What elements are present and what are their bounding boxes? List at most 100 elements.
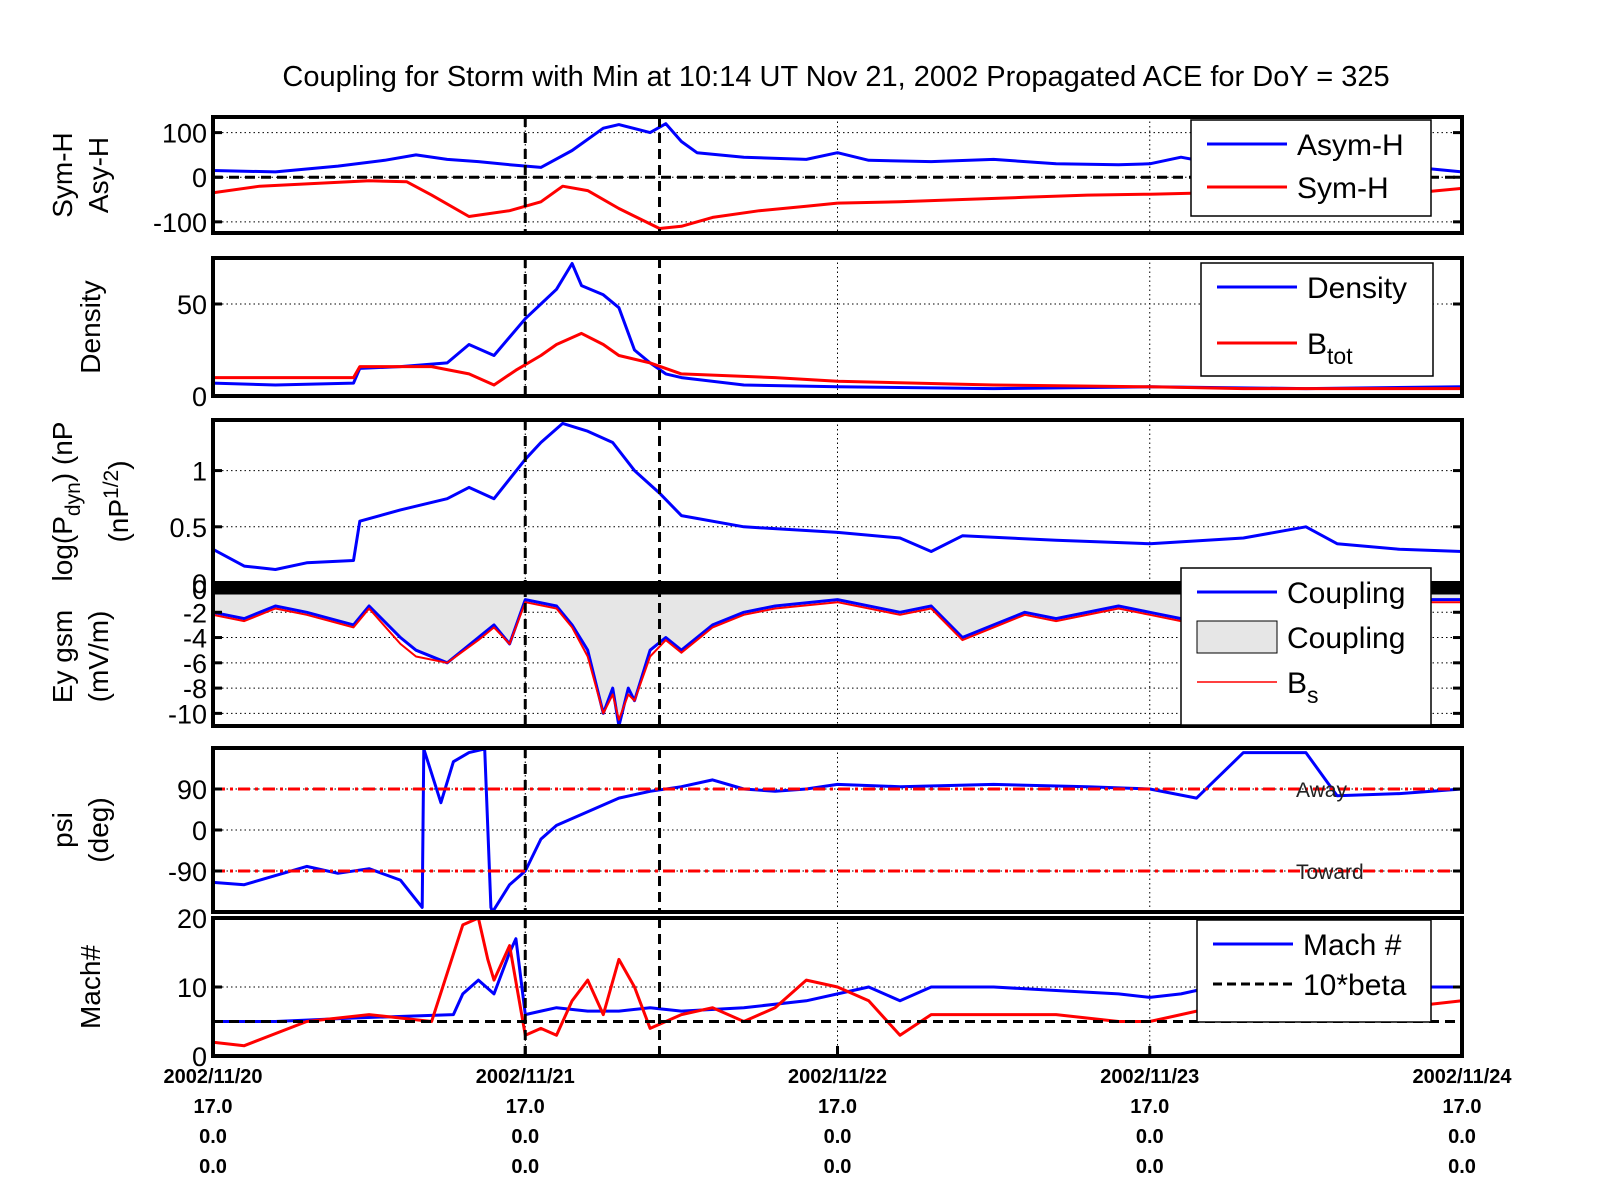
series-line-coupling: [213, 598, 1462, 726]
x-tick-label: 17.0: [1443, 1096, 1482, 1118]
legend-label: Btot: [1307, 328, 1353, 369]
legend: Mach # 10*beta: [1196, 919, 1432, 1023]
sector-label: Away: [1296, 779, 1347, 802]
x-tick-label: 0.0: [1136, 1126, 1164, 1148]
chart-title: Coupling for Storm with Min at 10:14 UT …: [282, 61, 1389, 93]
y-tick-label: 10: [177, 973, 207, 1003]
y-axis-label: (mV/m): [83, 611, 114, 703]
legend-label: Coupling: [1287, 622, 1405, 655]
panel-frame: [211, 115, 1464, 235]
x-tick-label: 0.0: [1136, 1156, 1164, 1178]
y-tick-label: 0: [192, 816, 207, 846]
x-tick-label: 0.0: [199, 1156, 227, 1178]
legend: Asym-H Sym-H: [1190, 119, 1432, 217]
panel-3: 1 0.5 0 log(Pdyn) (nP (nP1/2): [47, 418, 1464, 599]
y-tick-label: -6: [183, 649, 207, 679]
legend-label-text: Coupling: [1287, 622, 1405, 655]
y-tick-label: -100: [153, 208, 207, 238]
y-axis-label-sub: dyn: [62, 482, 85, 516]
y-tick-label: 1: [192, 457, 207, 487]
series-line-btot: [213, 331, 1462, 391]
y-axis-label: Asy-H: [83, 137, 114, 213]
series-line-mach-: [213, 937, 1462, 1023]
legend-label-text: Coupling: [1287, 577, 1405, 610]
legend-label: Bs: [1287, 667, 1319, 708]
x-tick-label: 2002/11/22: [788, 1066, 887, 1088]
y-tick-label: 0: [192, 575, 207, 605]
y-tick-label: 0: [192, 569, 207, 599]
y-axis-label: log(Pdyn) (nP: [47, 422, 85, 582]
series-line-bs: [213, 601, 1462, 721]
legend-label-text: B: [1307, 328, 1327, 361]
legend-box: [1200, 262, 1434, 377]
legend-label-text: Density: [1307, 272, 1407, 305]
y-tick-label: -4: [183, 624, 207, 654]
x-tick-label: 2002/11/20: [164, 1066, 263, 1088]
x-tick-label: 17.0: [1130, 1096, 1169, 1118]
y-axis-label-part: ): [103, 460, 134, 469]
sector-label: Toward: [1296, 861, 1364, 884]
legend-label-sub: s: [1307, 682, 1319, 708]
series-line-sym-h: [213, 179, 1462, 230]
legend-box: [1196, 919, 1432, 1023]
x-axis: 2002/11/20 17.0 0.0 0.0 2002/11/21 17.0 0.0 0.0…: [164, 1046, 1513, 1178]
legend-label-text: 10*beta: [1303, 969, 1407, 1002]
legend-label: 10*beta: [1303, 969, 1407, 1002]
y-tick-label: -90: [168, 857, 207, 887]
y-axis-label: (deg): [83, 797, 114, 862]
x-tick-label: 17.0: [506, 1096, 545, 1118]
y-tick-label: 0: [192, 1042, 207, 1072]
x-tick-label: 2002/11/21: [476, 1066, 575, 1088]
y-tick-label: 50: [177, 290, 207, 320]
legend-label-text: Mach #: [1303, 929, 1402, 962]
legend-label-text: Sym-H: [1297, 172, 1389, 205]
y-axis-label: (nP1/2): [100, 460, 134, 542]
panel-2: 50 0 Density Density Btot: [75, 256, 1464, 412]
x-tick-label: 0.0: [824, 1156, 852, 1178]
x-tick-label: 0.0: [511, 1126, 539, 1148]
y-axis-label: Sym-H: [47, 132, 78, 218]
x-tick-label: 17.0: [194, 1096, 233, 1118]
y-axis-label: psi: [47, 812, 78, 848]
series-line-pdyn: [213, 421, 1462, 571]
panel-frame: [211, 418, 1464, 585]
x-tick-label: 0.0: [1448, 1126, 1476, 1148]
y-tick-label: -2: [183, 598, 207, 628]
legend-label-text: Asym-H: [1297, 129, 1404, 162]
legend-label: Sym-H: [1297, 172, 1389, 205]
y-axis-label-part: log(P: [47, 516, 78, 581]
x-tick-label: 0.0: [199, 1126, 227, 1148]
y-tick-label: -10: [168, 699, 207, 729]
x-tick-label: 0.0: [1448, 1156, 1476, 1178]
y-tick-label: 0: [192, 382, 207, 412]
legend-label: Asym-H: [1297, 129, 1404, 162]
y-axis-label: Ey gsm: [47, 610, 78, 703]
y-tick-label: 20: [177, 904, 207, 934]
x-tick-label: 2002/11/23: [1100, 1066, 1199, 1088]
y-axis-label-sup: 1/2: [100, 470, 123, 499]
x-tick-label: 0.0: [824, 1126, 852, 1148]
legend-label: Mach #: [1303, 929, 1402, 962]
legend-label: Density: [1307, 272, 1407, 305]
y-axis-label: Mach#: [75, 945, 106, 1029]
legend: Coupling Coupling Bs: [1180, 567, 1432, 726]
legend: Density Btot: [1200, 262, 1434, 377]
legend-swatch: [1196, 620, 1278, 654]
legend-label-text: B: [1287, 667, 1307, 700]
x-tick-label: 17.0: [818, 1096, 857, 1118]
legend-label: Coupling: [1287, 577, 1405, 610]
x-tick-label: 2002/11/24: [1413, 1066, 1513, 1088]
y-tick-label: -8: [183, 674, 207, 704]
x-tick-label: 0.0: [511, 1156, 539, 1178]
y-axis-label-part: ) (nP: [47, 422, 78, 483]
panel-6: 20 10 0 Mach# Mach # 10*beta: [75, 904, 1464, 1072]
y-tick-label: 0: [192, 163, 207, 193]
legend-box: [1190, 119, 1432, 217]
legend-label-sub: tot: [1327, 343, 1353, 369]
y-tick-label: 90: [177, 775, 207, 805]
y-tick-label: 0.5: [169, 513, 207, 543]
